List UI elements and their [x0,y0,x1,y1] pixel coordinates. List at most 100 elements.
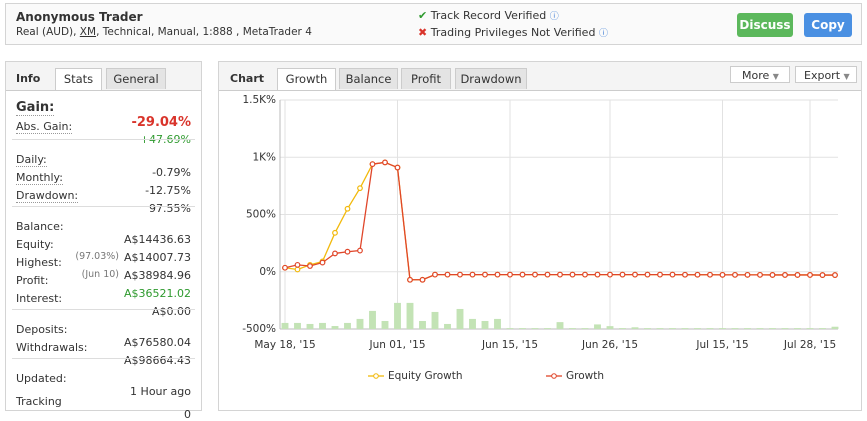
stat-value: -12.75% [145,184,191,197]
bar [681,328,689,329]
stat-label: Updated: [16,372,67,385]
broker-link[interactable]: XM [79,26,97,38]
bar [544,328,551,329]
point-marker [594,271,601,278]
x-tick-label: Jul 15, '15 [695,339,748,351]
stat-label: Profit: [16,274,49,287]
separator [12,206,195,207]
tab[interactable]: General [106,68,166,89]
point-marker [732,271,738,278]
x-tick-label: May 18, '15 [254,339,315,351]
y-tick-label: -500% [242,323,276,335]
stat-value: A$76580.04 [123,336,191,349]
more-menu[interactable]: More ▼ [730,66,790,83]
bar [306,323,314,329]
not-verified: ✖ Trading Privileges Not Verified ⓘ [418,26,608,39]
bar [606,326,614,329]
stat-value: A$38984.96 [123,269,191,282]
y-tick-label: 1.5K% [242,94,276,106]
point-marker [332,250,338,257]
stat-label: Monthly: [16,171,63,185]
bar [619,328,626,329]
point-marker [744,271,751,278]
tab[interactable]: Balance [339,68,398,89]
point-marker [544,271,551,278]
point-marker [432,271,438,278]
point-marker [719,271,726,278]
stat-value: A$36521.02 [123,287,191,300]
legend-label: Growth [566,370,604,382]
bar [281,322,289,329]
stat-label: Drawdown: [16,189,79,203]
bar [381,320,389,329]
verified-text: Track Record Verified [430,9,547,22]
stat-value: A$14007.73 [123,251,191,264]
stat-label: Withdrawals: [16,341,88,354]
stat-value: A$14436.63 [123,233,191,246]
bar [819,328,826,329]
bar [644,328,651,329]
bar [406,302,414,329]
point-marker [407,276,413,283]
stat-value: -0.79% [152,166,191,179]
stat-note: (Jun 10) [81,269,119,280]
bar [494,318,501,329]
point-marker [582,271,588,278]
point-marker [757,271,763,278]
point-marker [694,271,701,278]
bar [694,328,701,329]
point-marker [707,271,713,278]
stat-value: 1 Hour ago [130,385,191,398]
discuss-button[interactable]: Discuss [737,13,793,37]
point-marker [382,159,388,166]
verified: ✔ Track Record Verified ⓘ [418,9,559,22]
stat-row: Interest: A$0.00 [16,292,191,318]
point-marker [369,161,376,168]
tab[interactable]: Stats [55,68,102,90]
export-menu[interactable]: Export ▼ [795,66,857,83]
point-marker [344,248,351,255]
stat-label: Daily: [16,153,47,167]
point-marker [632,271,638,278]
stat-row: Monthly: -12.75% [16,171,191,197]
bar [731,328,739,329]
stat-label: Highest: [16,256,62,269]
panel-title: Chart [230,72,265,85]
bar [781,328,789,329]
text: Real (AUD), [16,26,80,38]
point-marker [457,271,463,278]
separator [12,358,195,359]
tab[interactable]: Growth [277,68,336,90]
point-marker [482,271,488,278]
point-marker [619,271,626,278]
not-verified-text: Trading Privileges Not Verified [430,26,596,39]
point-marker [357,247,363,254]
bar [706,328,714,329]
bar [556,322,564,329]
tab[interactable]: Profit [401,68,451,89]
point-marker [419,276,426,283]
stat-value: -29.04% [131,115,191,130]
point-marker [807,272,813,278]
copy-button[interactable]: Copy [804,13,852,37]
stat-label: Tracking [16,395,62,408]
stat-label: Gain: [16,100,55,116]
stat-value: A$0.00 [151,305,191,318]
stat-label: Deposits: [16,323,68,336]
header: Anonymous Trader Real (AUD), XM, Technic… [5,3,862,45]
stat-note: (97.03%) [75,251,119,262]
point-marker [519,271,526,278]
stat-label: Abs. Gain: [16,120,73,134]
y-tick-label: 0% [259,266,276,278]
stat-row: Highest: (Jun 10) A$38984.96 [16,256,191,282]
bar [444,323,451,329]
bar [594,324,601,329]
point-marker [507,271,513,278]
stat-row: Withdrawals: A$98664.43 [16,341,191,367]
point-marker [319,259,326,266]
stat-row: Balance: A$14436.63 [16,220,191,246]
tab[interactable]: Drawdown [455,68,527,89]
point-marker [357,185,363,192]
bar [506,328,514,329]
